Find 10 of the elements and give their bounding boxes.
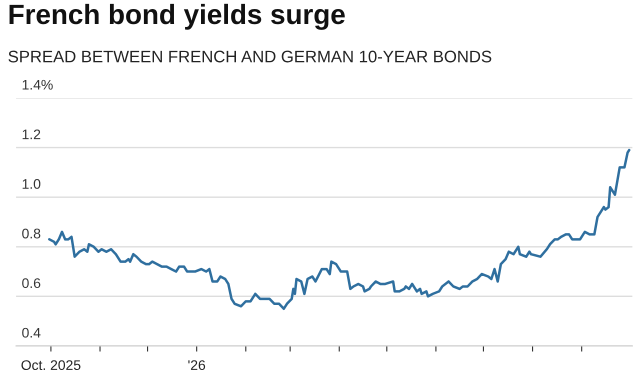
chart-subtitle: SPREAD BETWEEN FRENCH AND GERMAN 10-YEAR BONDS — [8, 50, 492, 62]
y-tick-label: 1.0 — [22, 179, 40, 189]
chart-title: French bond yields surge — [10, 4, 345, 30]
y-tick-label: 0.4 — [22, 328, 41, 338]
x-tick-label: Oct. 2025 — [21, 360, 80, 370]
y-tick-label: 1.4% — [22, 80, 53, 90]
y-tick-label: 0.8 — [22, 228, 40, 238]
y-tick-label: 0.6 — [22, 278, 40, 288]
y-tick-label: 1.2 — [22, 129, 40, 140]
x-tick-label: '26 — [188, 360, 206, 370]
